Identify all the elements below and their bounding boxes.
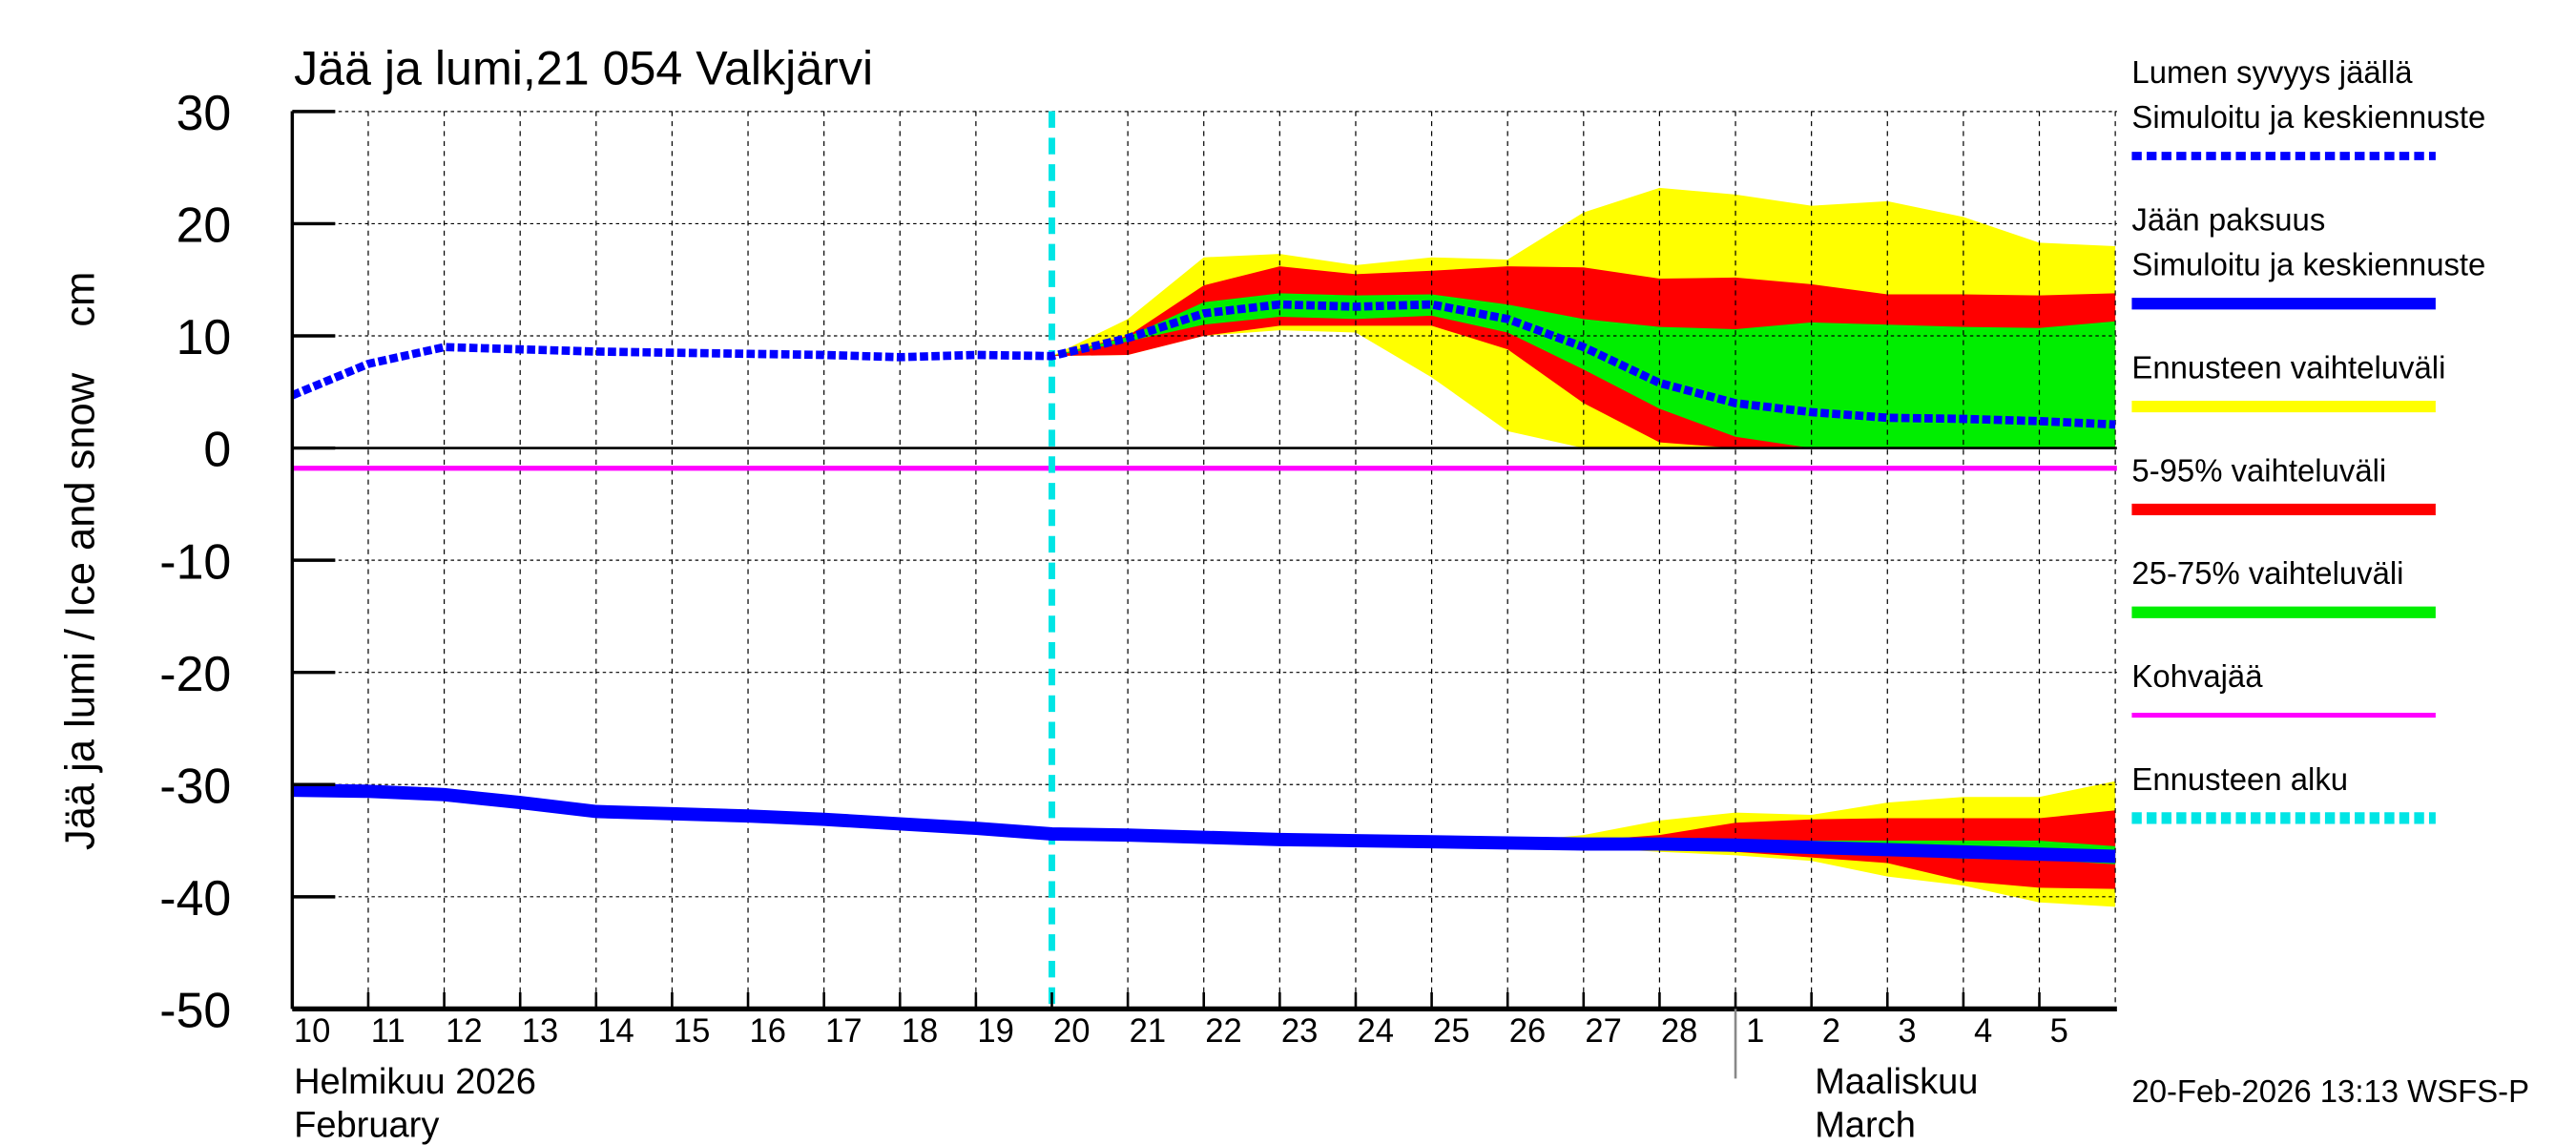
x-tick-label: 22 [1205,1013,1242,1050]
x-tick-label: 10 [294,1013,331,1050]
x-tick-label: 14 [597,1013,634,1050]
x-tick-label: 23 [1281,1013,1319,1050]
y-tick-label: 30 [177,86,232,141]
x-tick-label: 25 [1433,1013,1470,1050]
legend-label: Simuloitu ja keskiennuste [2131,99,2485,135]
x-tick-label: 5 [2050,1013,2068,1050]
x-tick-label: 11 [371,1013,405,1050]
x-tick-label: 26 [1509,1013,1547,1050]
month-label-fi: Helmikuu 2026 [294,1061,536,1102]
month-label-en: February [294,1104,439,1145]
y-tick-label: 0 [203,423,231,478]
y-tick-label: -50 [159,983,231,1038]
y-tick-label: 20 [177,198,232,253]
y-tick-label: 10 [177,310,232,365]
x-tick-label: 24 [1357,1013,1394,1050]
y-tick-label: -40 [159,871,231,926]
legend-label: Ennusteen alku [2131,761,2348,797]
y-tick-label: -20 [159,647,231,702]
x-tick-label: 17 [825,1013,862,1050]
x-tick-label: 12 [446,1013,483,1050]
x-tick-label: 15 [674,1013,711,1050]
x-tick-label: 27 [1585,1013,1622,1050]
legend-label: Jään paksuus [2131,202,2325,238]
ice-thickness-median-line [292,783,2116,864]
chart-title: Jää ja lumi,21 054 Valkjärvi [294,41,873,95]
x-tick-label: 20 [1053,1013,1091,1050]
month-label-fi: Maaliskuu [1815,1061,1978,1102]
legend-label: Lumen syvyys jäällä [2131,54,2413,90]
y-axis-label: Jää ja lumi / Ice and snow cm [58,272,104,850]
x-tick-label: 4 [1974,1013,1992,1050]
legend-label: 25-75% vaihteluväli [2131,555,2403,591]
legend-label: 5-95% vaihteluväli [2131,452,2386,488]
month-label-en: March [1815,1104,1916,1145]
x-tick-label: 1 [1746,1013,1764,1050]
x-tick-label: 21 [1130,1013,1167,1050]
y-tick-label: -30 [159,759,231,814]
y-tick-label: -10 [159,534,231,590]
x-tick-label: 19 [977,1013,1014,1050]
snow-25-75-band [1051,293,2116,448]
legend-label: Simuloitu ja keskiennuste [2131,247,2485,282]
x-tick-label: 28 [1661,1013,1698,1050]
x-tick-label: 16 [750,1013,787,1050]
timestamp: 20-Feb-2026 13:13 WSFS-P [2131,1073,2529,1109]
x-tick-label: 2 [1822,1013,1840,1050]
snow-depth-median-line [290,300,2116,429]
x-tick-label: 13 [522,1013,559,1050]
x-tick-label: 18 [902,1013,939,1050]
x-tick-label: 3 [1898,1013,1916,1050]
legend-label: Ennusteen vaihteluväli [2131,349,2445,385]
legend-label: Kohvajää [2131,658,2263,694]
